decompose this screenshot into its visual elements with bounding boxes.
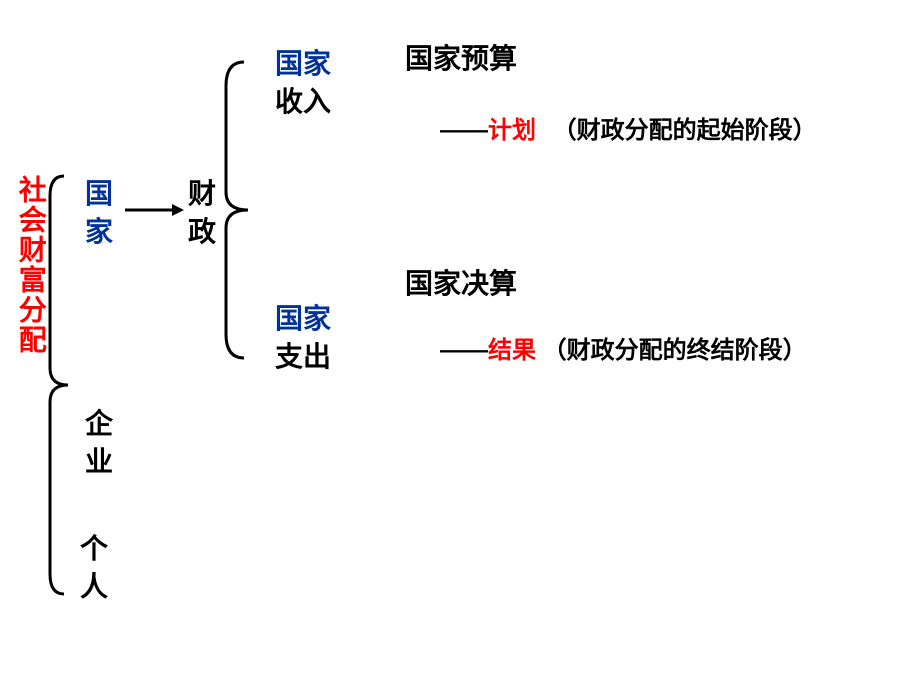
final-note: （财政分配的终结阶段） [543, 337, 807, 364]
finance-char1: 财 [188, 175, 216, 213]
individual-char1: 个 [80, 530, 108, 568]
individual-char2: 人 [80, 568, 108, 606]
branch-country: 国 家 [85, 175, 113, 251]
finance-char2: 政 [188, 213, 216, 251]
enterprise-char2: 业 [85, 443, 113, 481]
final-detail: ——结果 （财政分配的终结阶段） [440, 335, 807, 367]
expense-prefix: 国家 [275, 300, 331, 338]
brace-root [52, 172, 70, 598]
root-label: 社会财富分配 [12, 175, 50, 355]
node-income: 国家 收入 [275, 45, 331, 121]
branch-enterprise: 企 业 [85, 405, 113, 481]
branch-individual: 个 人 [80, 530, 108, 606]
budget-title: 国家预算 [405, 40, 517, 78]
budget-keyword: 计划 [488, 117, 536, 144]
income-suffix: 收入 [275, 83, 331, 121]
final-title: 国家决算 [405, 265, 517, 303]
country-char1: 国 [85, 175, 113, 213]
final-keyword: 结果 [488, 337, 536, 364]
expense-suffix: 支出 [275, 338, 331, 376]
budget-note: （财政分配的起始阶段） [553, 117, 817, 144]
node-expense: 国家 支出 [275, 300, 331, 376]
node-finance: 财 政 [188, 175, 216, 251]
budget-detail: ——计划 （财政分配的起始阶段） [440, 115, 817, 147]
budget-dash: —— [440, 115, 488, 147]
brace-root-path [50, 176, 68, 594]
arrow-head [172, 204, 184, 216]
final-dash: —— [440, 335, 488, 367]
enterprise-char1: 企 [85, 405, 113, 443]
income-prefix: 国家 [275, 45, 331, 83]
brace-finance-path [226, 62, 248, 358]
country-char2: 家 [85, 213, 113, 251]
